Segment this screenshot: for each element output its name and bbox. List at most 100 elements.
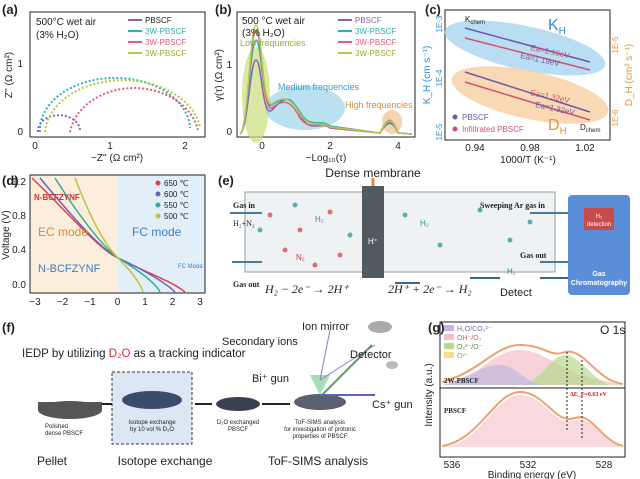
humidity: (3% H₂O): [242, 28, 285, 39]
panel-d: (d) 650 ℃ 600 ℃ 550 ℃ 500 ℃ N-BCFZYNF EC…: [1, 173, 206, 308]
annotation: High frequencies: [345, 100, 413, 110]
x-tick-label: 2: [182, 141, 188, 152]
region: [30, 175, 118, 293]
label-kchem: Kchem: [465, 15, 485, 26]
text: H: [559, 26, 566, 37]
panel-b: (b) 500 °C wet air (3% H₂O) PBSCF 3W-PBS…: [214, 2, 416, 164]
label: dense PBSCF: [45, 431, 83, 437]
label: Gas out: [233, 280, 260, 289]
legend-entry: Infiltrated PBSCF: [462, 125, 524, 134]
label: Sweeping Ar gas in: [480, 201, 546, 210]
y-axis-label: Intensity (a.u.): [424, 363, 435, 426]
annotation: N-BCFZYNF: [38, 263, 101, 275]
humidity: (3% H₂O): [36, 30, 79, 41]
y-tick-label: 0.0: [12, 280, 26, 291]
curve: [44, 79, 201, 133]
x-axis-label: Binding energy (eV): [488, 470, 576, 479]
ion-mirror: [368, 321, 392, 333]
y2-axis-label: D_H (cm² s⁻¹): [624, 44, 635, 107]
annotation: EC mode: [38, 225, 88, 239]
shape: [312, 262, 318, 268]
molecules: [257, 202, 533, 248]
curve: [36, 114, 81, 133]
beam: [310, 375, 330, 395]
fit-line: [464, 81, 591, 121]
label-kh: KH: [548, 17, 566, 37]
label: Isotope exchange: [128, 420, 176, 426]
label: properties of PBSCF: [292, 434, 347, 440]
y-tick-label: 0.4: [12, 245, 26, 256]
text: chem: [586, 128, 601, 134]
annotation: FC Mode: [178, 264, 203, 270]
text: D: [548, 117, 560, 134]
pellet: [122, 391, 182, 409]
legend-entry: 600 ℃: [164, 190, 189, 199]
legend-swatch: [155, 202, 161, 208]
y2-tick-label: 1E-5: [611, 36, 620, 53]
x-tick-label: 2: [327, 141, 333, 152]
label: for investigation of protonic: [284, 427, 356, 433]
x-ticks: −3 −2 −1 0 1 2 3: [29, 297, 203, 308]
label: H⁺: [368, 237, 378, 246]
stage-label: Pellet: [37, 454, 68, 468]
legend: PBSCF 3W-PBSCF 3W-PBSCF 3W-PBSCF: [338, 16, 396, 58]
panel-g: H₂O/CO₃²⁻ OH⁻/O₂ O₂²⁻/O⁻ O²⁻ (g) O 1s 2W…: [424, 320, 626, 479]
x-tick-label: −1: [84, 297, 96, 308]
pellet: [216, 397, 260, 411]
panel-c: (c) KH DH Kchem Dchem Ea=1.16eV Ea=1.19e…: [422, 2, 635, 166]
flow-arrows: [395, 277, 500, 284]
x-axis-label: 1000/T (K⁻¹): [500, 155, 556, 166]
text: D: [580, 123, 586, 132]
region: [265, 86, 345, 130]
label: Detect: [500, 287, 532, 299]
panel-label: (b): [215, 2, 232, 17]
text: K: [465, 15, 471, 24]
shape: [402, 212, 408, 218]
curve: [74, 177, 144, 293]
legend-entry: O²⁻: [457, 353, 469, 360]
annotation: Medium frequencies: [278, 82, 360, 92]
peak: [442, 395, 623, 447]
frame: [236, 11, 416, 138]
label-dchem: Dchem: [580, 123, 600, 134]
curve: [441, 390, 624, 447]
panel-label: (a): [2, 2, 18, 17]
frame: [444, 9, 611, 141]
text: chem: [470, 20, 485, 26]
label: Polished: [45, 424, 68, 430]
frame: [439, 321, 626, 458]
x-tick-label: 1: [107, 141, 113, 152]
legend-entry: 3W-PBSCF: [145, 49, 186, 58]
equation: 2H⁺ + 2e⁻ → H₂: [388, 282, 472, 296]
legend-entry: 3W-PBSCF: [355, 27, 396, 36]
legend-swatch: [452, 114, 458, 120]
label: H₂+N₂: [233, 219, 255, 228]
legend-entry: 3W-PBSCF: [145, 27, 186, 36]
legend: 650 ℃ 600 ℃ 550 ℃ 500 ℃: [155, 179, 189, 221]
detector: [386, 361, 398, 369]
legend-swatch: [452, 126, 458, 132]
shape: [337, 252, 343, 258]
shape: [267, 212, 273, 218]
y-axis-label: K_H (cm s⁻¹): [422, 46, 433, 105]
label: detection: [587, 222, 611, 228]
peak: [520, 355, 610, 385]
shape: [297, 227, 303, 233]
condition: 500°C wet air: [36, 17, 97, 28]
y-tick-label: 1E-5: [435, 123, 444, 140]
beam: [319, 329, 376, 381]
label: ToF-SIMS analysis: [295, 420, 345, 426]
sample-label: PBSCF: [444, 407, 466, 415]
pellet: [294, 394, 346, 410]
pellet: [38, 402, 102, 410]
frame: [29, 174, 206, 294]
legend-swatch: [155, 213, 161, 219]
label: Chromatography: [571, 280, 628, 287]
beam: [321, 344, 373, 396]
legend-entry: PBSCF: [145, 16, 172, 25]
shape: [292, 202, 298, 208]
shape: [347, 232, 353, 238]
title: Dense membrane: [325, 166, 421, 180]
x-tick-label: 0.98: [520, 143, 540, 154]
